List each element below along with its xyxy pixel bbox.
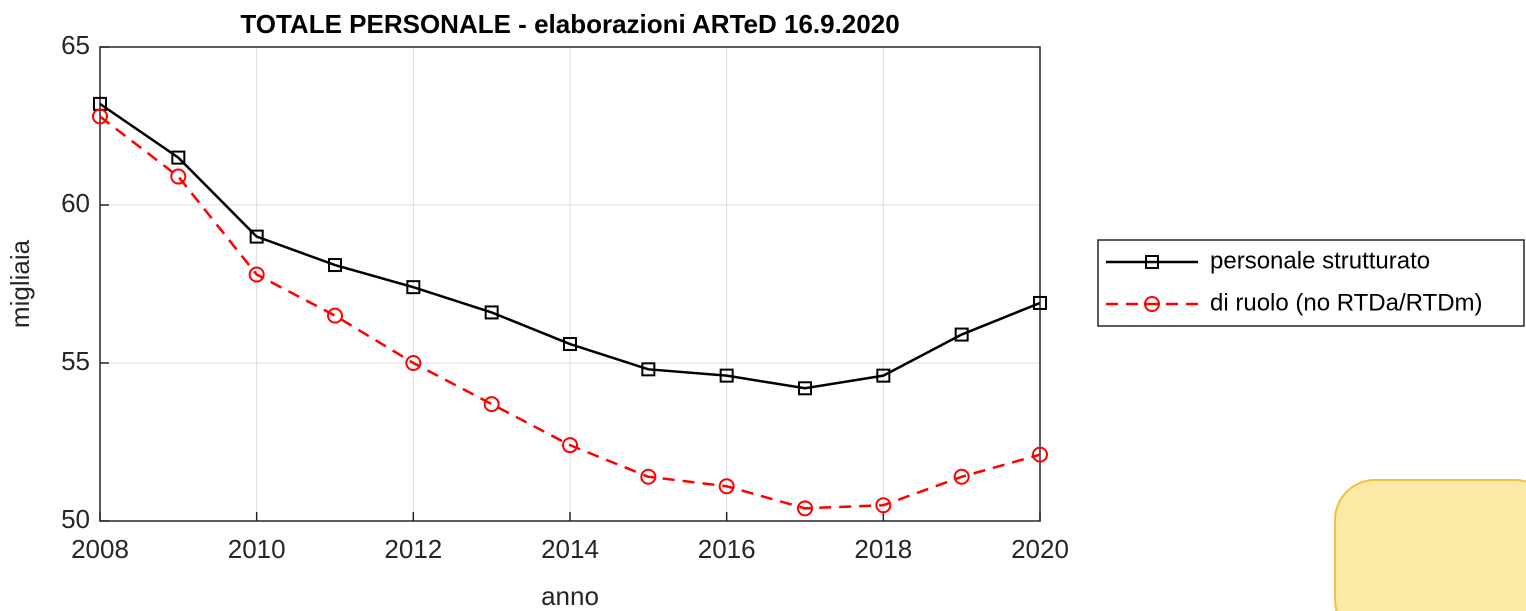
marker	[876, 368, 891, 383]
x-tick-label: 2018	[854, 534, 912, 564]
marker	[483, 396, 500, 413]
y-tick-label: 65	[61, 30, 90, 60]
y-tick-label: 50	[61, 504, 90, 534]
legend-label: di ruolo (no RTDa/RTDm)	[1210, 289, 1483, 316]
marker	[641, 362, 656, 377]
y-tick-label: 55	[61, 346, 90, 376]
marker	[92, 108, 108, 125]
marker	[798, 381, 812, 396]
marker	[327, 307, 343, 324]
marker	[953, 468, 970, 485]
x-tick-label: 2016	[698, 534, 756, 564]
x-tick-label: 2014	[541, 534, 599, 564]
marker	[640, 468, 657, 485]
y-tick-label: 60	[61, 188, 90, 218]
marker	[1033, 295, 1047, 310]
marker	[248, 266, 265, 283]
chart-title: TOTALE PERSONALE - elaborazioni ARTeD 16…	[240, 9, 899, 39]
marker	[249, 229, 264, 244]
decoration	[1334, 479, 1526, 611]
marker	[718, 478, 735, 495]
legend-marker	[1145, 255, 1159, 269]
x-tick-label: 2008	[71, 534, 129, 564]
x-axis-label: anno	[541, 581, 599, 611]
marker	[171, 150, 186, 165]
marker	[170, 168, 187, 185]
legend-label: personale strutturato	[1210, 247, 1430, 274]
data-line	[99, 102, 1041, 390]
marker	[406, 280, 421, 295]
marker	[1032, 446, 1048, 463]
marker	[484, 305, 499, 320]
marker	[562, 437, 578, 454]
marker	[719, 368, 734, 383]
marker	[328, 258, 342, 273]
marker	[405, 355, 422, 371]
axes-box	[99, 46, 1041, 522]
marker	[954, 327, 969, 342]
legend-marker	[1144, 296, 1160, 312]
x-tick-label: 2010	[228, 534, 286, 564]
marker	[875, 497, 892, 514]
data-line	[99, 115, 1041, 510]
x-tick-label: 2012	[384, 534, 442, 564]
x-tick-label: 2020	[1011, 534, 1069, 564]
legend-box	[1097, 239, 1525, 327]
marker	[797, 500, 813, 517]
marker	[563, 337, 577, 352]
y-axis-label: migliaia	[5, 239, 35, 328]
